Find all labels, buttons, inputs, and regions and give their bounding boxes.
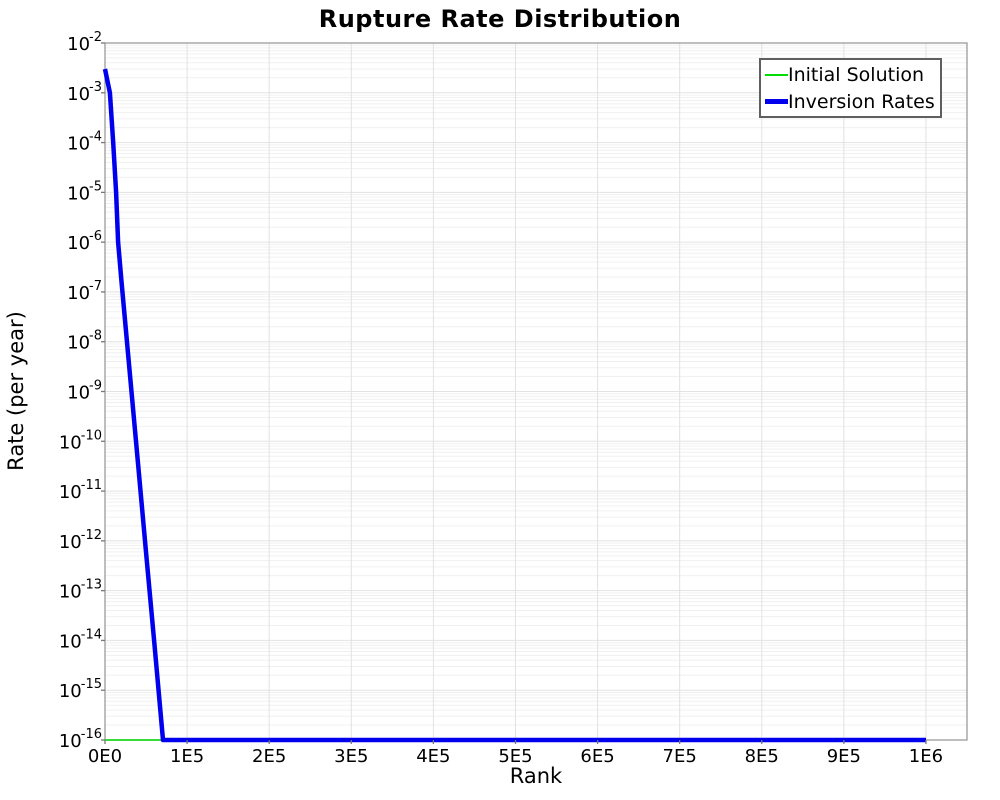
- axis-ticks: [101, 42, 927, 744]
- x-tick-label: 1E6: [909, 746, 943, 767]
- initial-solution-line-swatch: [765, 73, 788, 76]
- x-tick-label: 8E5: [745, 746, 779, 767]
- x-tick-label: 3E5: [334, 746, 368, 767]
- x-tick-label: 2E5: [252, 746, 286, 767]
- y-tick-label: 10-14: [59, 627, 102, 652]
- x-tick-label: 7E5: [663, 746, 697, 767]
- legend-item-initial-solution: Initial Solution: [765, 61, 935, 88]
- legend-label-inversion-rates: Inversion Rates: [788, 90, 935, 113]
- legend: Initial Solution Inversion Rates: [759, 58, 942, 118]
- y-tick-label: 10-2: [67, 30, 102, 55]
- y-tick-label: 10-5: [67, 179, 102, 204]
- chart-title: Rupture Rate Distribution: [318, 5, 682, 33]
- y-tick-label: 10-11: [59, 478, 102, 503]
- y-tick-label: 10-15: [59, 677, 102, 702]
- y-tick-label: 10-13: [59, 578, 102, 603]
- inversion-rates-line-swatch: [765, 99, 788, 104]
- legend-label-initial-solution: Initial Solution: [788, 63, 925, 86]
- y-tick-label: 10-16: [59, 727, 102, 752]
- y-tick-label: 10-12: [59, 528, 102, 553]
- y-tick-label: 10-3: [67, 80, 102, 105]
- legend-item-inversion-rates: Inversion Rates: [765, 88, 935, 115]
- y-tick-label: 10-9: [67, 379, 102, 404]
- axis-tick-labels: 0E0 1E5 2E5 3E5 4E5 5E5 6E5 7E5 8E5 9E5 1E6 10-2 10-…: [59, 30, 943, 767]
- y-tick-label: 10-10: [59, 428, 102, 453]
- y-tick-label: 10-7: [67, 279, 102, 304]
- x-tick-label: 1E5: [170, 746, 204, 767]
- x-tick-label: 9E5: [827, 746, 861, 767]
- series-line-inversion-rates: [102, 68, 926, 743]
- major-gridlines: [104, 42, 967, 741]
- x-tick-label: 0E0: [88, 746, 122, 767]
- x-axis-title: Rank: [509, 764, 563, 788]
- y-tick-label: 10-6: [67, 229, 102, 254]
- minor-gridlines: [105, 44, 967, 726]
- y-tick-label: 10-4: [67, 130, 102, 155]
- x-tick-label: 4E5: [416, 746, 450, 767]
- x-tick-label: 5E5: [498, 746, 532, 767]
- y-tick-label: 10-8: [67, 329, 102, 354]
- x-tick-label: 6E5: [580, 746, 614, 767]
